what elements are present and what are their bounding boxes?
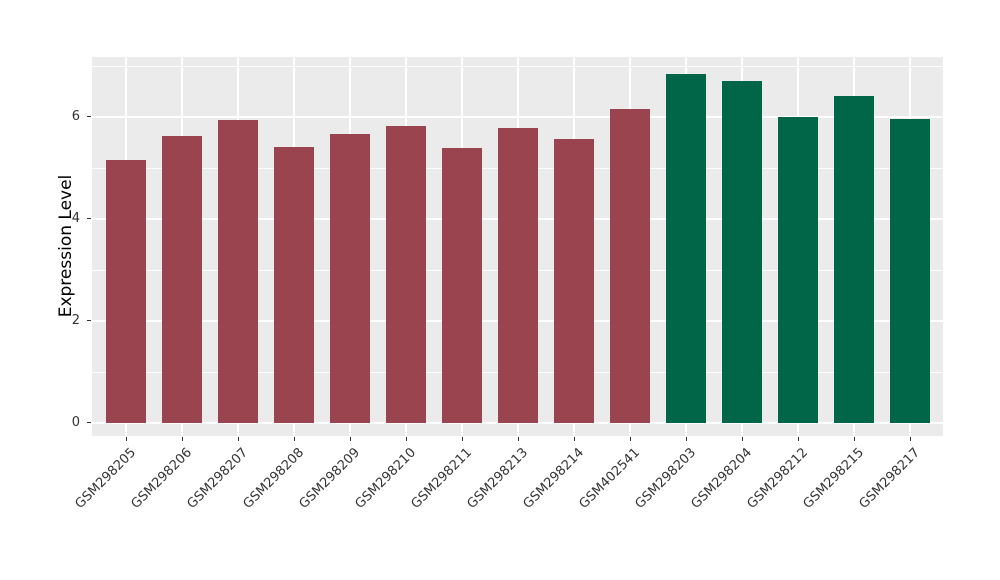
bar-GSM298209 (329, 134, 370, 423)
y-tick-label-4: 4 (71, 211, 80, 226)
x-tick-mark-GSM402541 (629, 437, 631, 441)
bar-GSM298210 (385, 126, 426, 423)
bar-GSM298205 (105, 159, 146, 423)
plot-panel (92, 57, 943, 436)
bar-GSM298206 (161, 135, 202, 423)
bar-GSM298215 (833, 96, 874, 423)
x-tick-mark-GSM298207 (237, 437, 239, 441)
x-tick-mark-GSM298205 (125, 437, 127, 441)
y-axis-title: Expression Level (56, 174, 76, 318)
y-tick-mark-0 (87, 422, 91, 423)
x-tick-mark-GSM298204 (741, 437, 743, 441)
x-tick-mark-GSM298214 (573, 437, 575, 441)
x-tick-mark-GSM298209 (349, 437, 351, 441)
y-tick-mark-4 (87, 218, 91, 219)
x-tick-mark-GSM298206 (181, 437, 183, 441)
bar-GSM298204 (721, 80, 762, 423)
y-tick-label-0: 0 (71, 415, 80, 430)
y-tick-mark-6 (87, 116, 91, 117)
x-tick-mark-GSM298213 (517, 437, 519, 441)
y-tick-mark-2 (87, 320, 91, 321)
x-tick-mark-GSM298212 (797, 437, 799, 441)
x-tick-mark-GSM298203 (685, 437, 687, 441)
bar-GSM298207 (217, 119, 258, 423)
bar-GSM298211 (441, 148, 482, 423)
bar-GSM402541 (609, 109, 650, 423)
bar-GSM298213 (497, 127, 538, 423)
x-tick-mark-GSM298208 (293, 437, 295, 441)
bar-GSM298203 (665, 74, 706, 423)
bar-GSM298208 (273, 146, 314, 423)
y-tick-label-6: 6 (71, 109, 80, 124)
x-tick-mark-GSM298211 (461, 437, 463, 441)
bar-GSM298212 (777, 117, 818, 423)
x-tick-mark-GSM298217 (909, 437, 911, 441)
y-tick-label-2: 2 (71, 313, 80, 328)
bar-GSM298214 (553, 139, 594, 423)
x-tick-mark-GSM298210 (405, 437, 407, 441)
x-tick-mark-GSM298215 (853, 437, 855, 441)
bar-GSM298217 (889, 119, 930, 423)
